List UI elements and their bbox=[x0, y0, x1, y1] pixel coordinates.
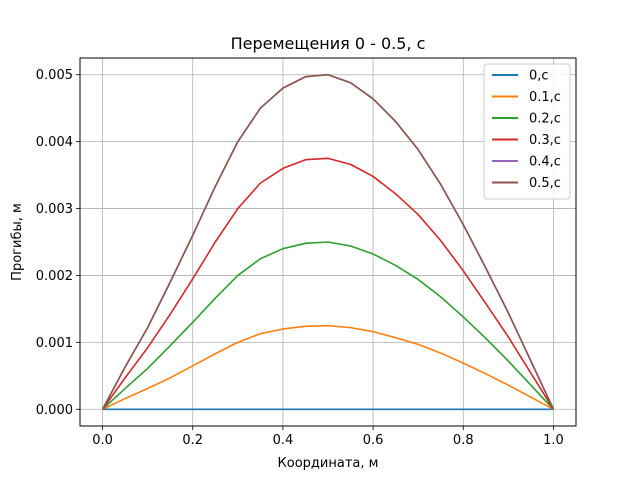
plot-area-frame bbox=[79, 57, 577, 427]
series-line-1 bbox=[102, 324, 554, 410]
plot-lines bbox=[101, 73, 555, 411]
y-tick-label: 0.004 bbox=[36, 135, 73, 150]
series-line-5 bbox=[101, 73, 555, 410]
x-tick-label: 0.4 bbox=[273, 433, 294, 448]
y-tick-label: 0.000 bbox=[36, 403, 73, 418]
legend-label: 0,с bbox=[529, 69, 549, 84]
y-tick-label: 0.001 bbox=[36, 336, 73, 351]
legend: 0,с 0.1,с 0.2,с 0.3,с 0.4,с 0.5,с bbox=[483, 63, 571, 200]
legend-label: 0.3,с bbox=[529, 133, 561, 148]
series-line-2 bbox=[102, 241, 555, 410]
x-tick-label: 0.2 bbox=[182, 433, 203, 448]
y-tick-label: 0.002 bbox=[36, 269, 73, 284]
x-tick-label: 0.6 bbox=[363, 433, 384, 448]
x-tick-label: 1.0 bbox=[543, 433, 564, 448]
legend-box bbox=[483, 63, 571, 200]
legend-label: 0.4,с bbox=[529, 155, 561, 170]
series-line-3 bbox=[101, 157, 555, 410]
y-tick-label: 0.003 bbox=[36, 202, 73, 217]
y-axis-label: Прогибы, м bbox=[10, 203, 25, 281]
ticks: 0.0 0.2 0.4 0.6 0.8 1.0 0.000 0.001 0.002 0.003 0.… bbox=[36, 68, 564, 448]
legend-label: 0.5,с bbox=[529, 176, 561, 191]
x-axis-label: Координата, м bbox=[278, 456, 379, 471]
chart-title: Перемещения 0 - 0.5, с bbox=[231, 34, 426, 53]
legend-label: 0.2,с bbox=[529, 112, 561, 127]
x-tick-label: 0.8 bbox=[453, 433, 474, 448]
y-tick-label: 0.005 bbox=[36, 68, 73, 83]
x-tick-label: 0.0 bbox=[92, 433, 113, 448]
legend-label: 0.1,с bbox=[529, 90, 561, 105]
